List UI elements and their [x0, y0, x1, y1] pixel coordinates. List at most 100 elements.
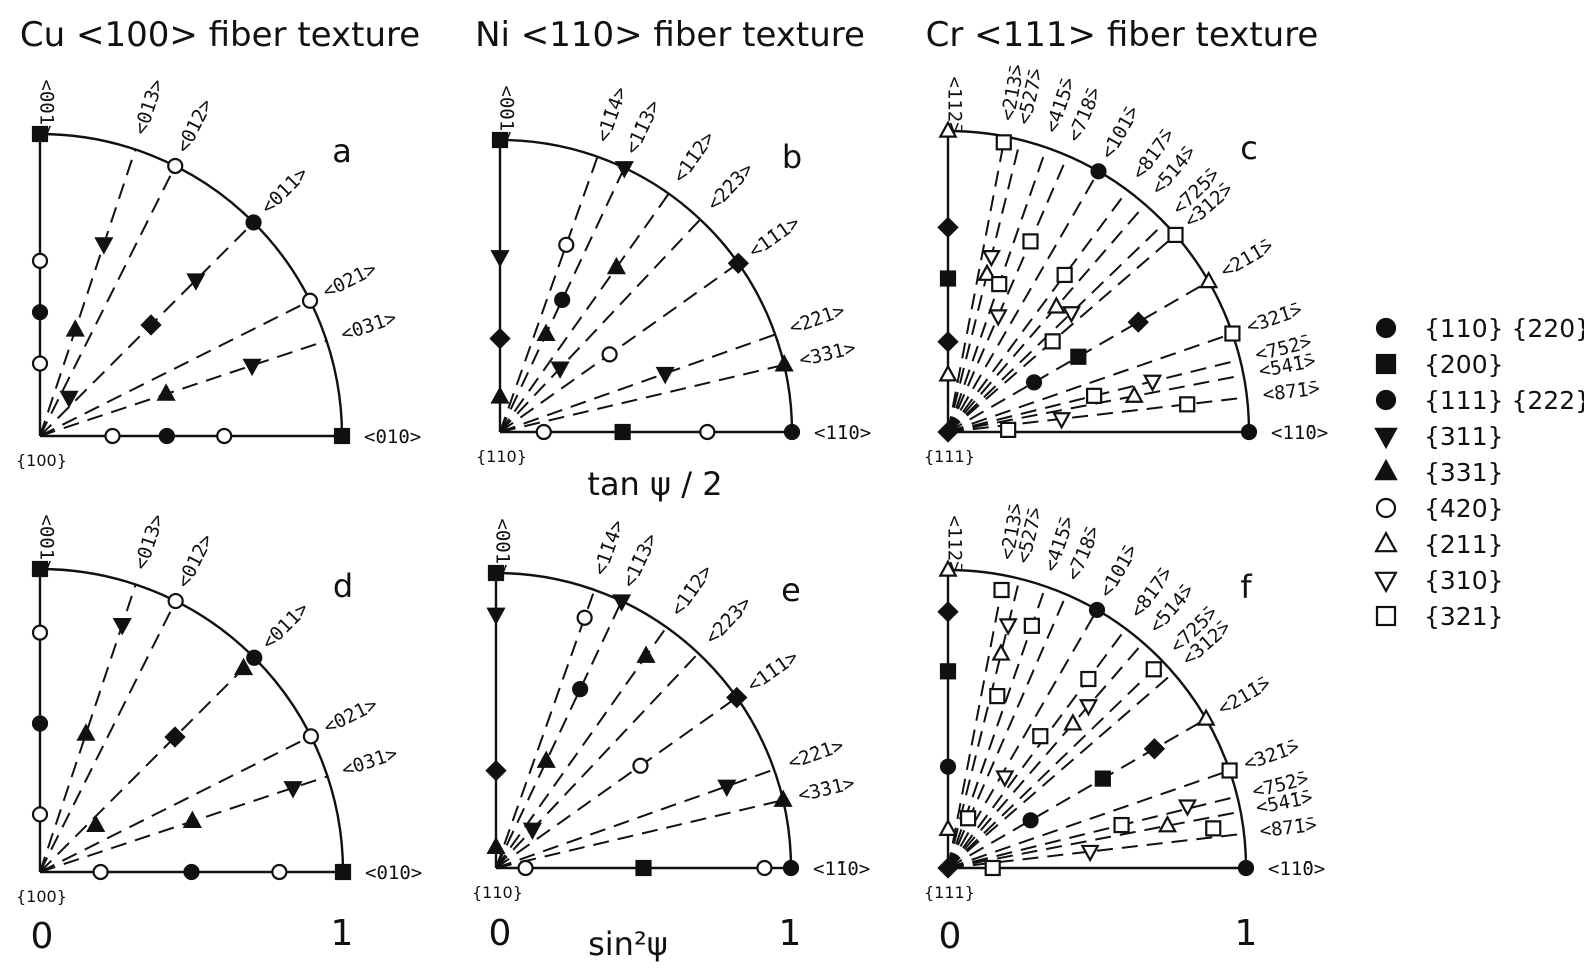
- panel-letter: e: [781, 571, 801, 609]
- legend-item: {110} {220}: [1375, 314, 1584, 343]
- direction-ray: [39, 600, 177, 873]
- direction-ray: [499, 262, 739, 433]
- open-triangle-up-marker: [977, 263, 997, 281]
- open-square-marker: [959, 810, 977, 827]
- panel-a: <013> <012> <011><021> <031> <001> <010> {100}…: [16, 76, 421, 470]
- open-triangle-down-marker: [1052, 412, 1072, 430]
- tick-one-f: 1: [1235, 913, 1258, 954]
- direction-ray: [495, 799, 784, 869]
- filled-square-marker: [614, 423, 631, 441]
- open-square-marker: [1044, 333, 1061, 350]
- open-triangle-down-legend-marker: [1374, 571, 1398, 594]
- direction-label: <3̄31>: [797, 337, 858, 372]
- open-square-marker: [1179, 396, 1196, 413]
- direction-ray: [947, 718, 1207, 869]
- filled-triangle-down-marker: [242, 358, 262, 377]
- open-circle-marker: [301, 292, 319, 309]
- filled-circle-marker: [572, 681, 589, 698]
- open-square-marker: [1145, 661, 1162, 678]
- top-direction-label: <001>: [496, 85, 518, 142]
- direction-ray: [495, 626, 668, 869]
- legend-item: {311}: [1374, 422, 1504, 451]
- open-triangle-up-marker: [991, 643, 1011, 661]
- top-direction-label: <112̄>: [944, 76, 966, 133]
- open-square-marker: [1221, 762, 1238, 779]
- legend-item: {111} {222}: [1375, 386, 1584, 415]
- filled-diamond-marker: [937, 601, 959, 623]
- open-triangle-up-marker: [938, 120, 958, 138]
- filled-circle-marker: [158, 427, 175, 445]
- panel-d: <013> <012> <011><021> <031> <001> <010> {100}…: [16, 511, 422, 906]
- panel-letter: c: [1240, 129, 1258, 167]
- top-direction-label: <112̄>: [944, 515, 966, 572]
- open-circle-legend-marker: [1375, 497, 1397, 519]
- filled-triangle-up-marker: [774, 354, 794, 372]
- open-triangle-down-marker: [1078, 699, 1099, 717]
- tick-zero-d: 0: [31, 916, 54, 957]
- direction-label: <101̄>: [1095, 541, 1143, 602]
- filled-diamond-marker: [727, 252, 749, 274]
- filled-square-marker: [939, 270, 957, 287]
- tick-zero-e: 0: [489, 913, 512, 954]
- legend-label: {211}: [1424, 530, 1504, 559]
- open-circle-marker: [576, 609, 593, 626]
- open-square-marker: [1023, 617, 1040, 634]
- open-square-legend-marker: [1375, 605, 1397, 627]
- filled-diamond-marker: [140, 314, 162, 336]
- open-square-marker: [1085, 387, 1103, 404]
- legend-label: {331}: [1424, 458, 1504, 487]
- legend-label: {420}: [1424, 494, 1504, 523]
- open-triangle-down-marker: [1177, 799, 1198, 817]
- filled-square-marker: [333, 427, 351, 445]
- filled-triangle-up-marker: [233, 657, 254, 676]
- open-triangle-up-marker: [1063, 713, 1083, 731]
- corner-label: {100}: [16, 451, 67, 470]
- direction-label: <2̄21>: [785, 734, 846, 774]
- direction-label: <1̄13>: [618, 530, 662, 591]
- direction-label: <031>: [338, 307, 399, 346]
- open-circle-marker: [167, 592, 184, 610]
- top-direction-label: <001>: [492, 518, 514, 575]
- filled-triangle-down-marker: [655, 366, 675, 385]
- direction-ray: [495, 589, 596, 869]
- open-circle-marker: [92, 863, 109, 881]
- filled-triangle-up-marker: [636, 645, 656, 663]
- panel-letter: b: [782, 138, 802, 176]
- open-triangle-down-marker: [1061, 306, 1081, 324]
- filled-square-marker: [334, 863, 352, 881]
- open-circle-marker: [31, 252, 49, 269]
- filled-triangle-up-marker: [86, 814, 106, 832]
- filled-triangle-up-marker: [156, 383, 176, 401]
- direction-ray: [499, 363, 785, 433]
- panel-f: <213̄><527̄><415̄><718̄><101̄><817̄><514…: [924, 501, 1325, 902]
- title-ni: Ni <110> fiber texture: [475, 15, 865, 55]
- filled-square-marker: [491, 131, 509, 149]
- legend-item: {200}: [1375, 350, 1504, 379]
- direction-ray: [39, 149, 137, 437]
- legend-label: {110} {220}: [1424, 314, 1584, 343]
- filled-circle-marker: [939, 758, 957, 775]
- direction-ray: [39, 339, 327, 437]
- filled-triangle-up-marker: [490, 386, 510, 404]
- open-square-marker: [1080, 670, 1097, 688]
- direction-ray: [495, 600, 623, 869]
- direction-label: <87̄1̄>: [1259, 814, 1318, 842]
- panel-letter: f: [1240, 568, 1252, 606]
- filled-diamond-marker: [485, 759, 507, 782]
- open-circle-marker: [699, 423, 716, 441]
- open-triangle-down-marker: [981, 249, 1001, 268]
- open-triangle-up-legend-marker: [1374, 530, 1398, 553]
- open-square-marker: [984, 859, 1001, 877]
- filled-square-marker: [939, 663, 957, 680]
- filled-diamond-marker: [489, 327, 511, 350]
- direction-label: <1̄12>: [666, 561, 717, 620]
- right-direction-label: <1̄10>: [813, 858, 870, 880]
- filled-circle-marker: [31, 715, 49, 732]
- direction-ray: [495, 652, 700, 869]
- open-circle-marker: [271, 863, 288, 881]
- filled-diamond-marker: [726, 686, 748, 709]
- open-circle-marker: [31, 806, 49, 823]
- legend: {110} {220} {200} {111} {222} {311} {331} {42…: [1374, 314, 1584, 631]
- direction-label: <013>: [130, 511, 169, 572]
